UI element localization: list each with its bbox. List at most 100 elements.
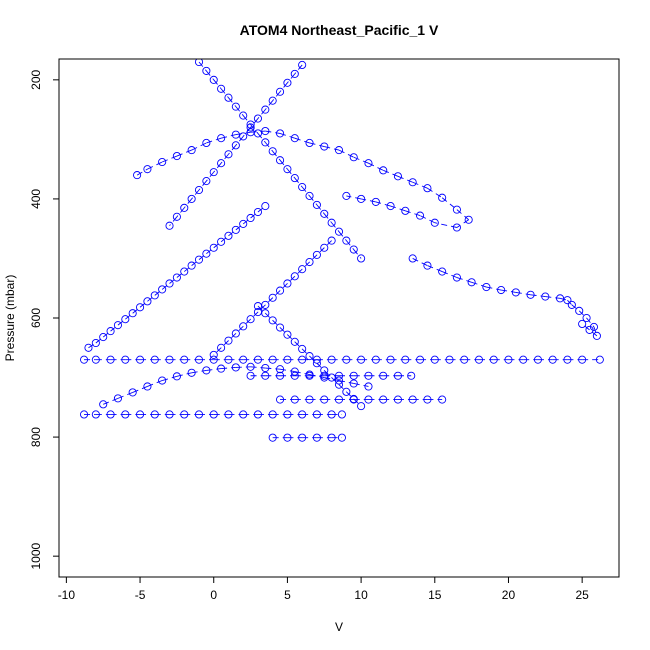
data-point <box>194 410 204 419</box>
data-point <box>283 410 292 419</box>
data-point <box>357 355 366 364</box>
profile-segment <box>338 149 354 158</box>
profile-segment <box>279 283 288 291</box>
profile-segment <box>309 195 318 206</box>
profile-segment <box>593 326 598 337</box>
data-point <box>150 410 159 419</box>
data-point <box>582 313 591 323</box>
profile-segment <box>257 133 266 143</box>
data-point <box>585 325 594 334</box>
y-tick-label: 600 <box>29 308 43 328</box>
data-point <box>136 303 145 312</box>
data-point <box>253 410 262 419</box>
data-point <box>283 78 292 87</box>
data-point <box>423 184 432 193</box>
profile-segment <box>581 323 590 331</box>
profile-segment <box>309 355 318 364</box>
data-point <box>121 355 130 364</box>
data-point <box>337 410 346 419</box>
data-point <box>187 368 196 377</box>
profile-segment <box>279 132 295 139</box>
data-point <box>253 307 262 317</box>
profile-segment <box>390 205 406 212</box>
profile-segment <box>191 259 200 266</box>
data-point <box>283 279 292 288</box>
data-point <box>556 294 565 303</box>
data-point <box>320 243 329 252</box>
profile-segment <box>383 169 399 177</box>
data-point <box>575 306 584 315</box>
data-point <box>268 293 277 302</box>
data-point <box>416 211 425 220</box>
data-point <box>217 343 226 352</box>
data-point <box>357 254 366 263</box>
data-point <box>371 355 380 364</box>
profile-segment <box>102 330 111 338</box>
data-point <box>283 433 292 442</box>
y-tick-label: 800 <box>29 427 43 447</box>
profile-segment <box>309 254 318 263</box>
data-point <box>578 355 587 364</box>
profile-segment <box>257 304 266 313</box>
data-point <box>91 355 100 364</box>
data-point <box>567 300 576 309</box>
data-point <box>320 142 329 151</box>
data-point <box>541 292 550 301</box>
data-point <box>445 355 454 364</box>
profile-segment <box>471 281 487 288</box>
data-point <box>408 254 417 263</box>
data-point <box>261 138 270 147</box>
profile-segment <box>353 398 362 407</box>
data-point <box>253 129 262 138</box>
data-point <box>312 359 321 368</box>
data-point <box>121 315 130 324</box>
profile-segment <box>183 265 192 272</box>
profile-segment <box>279 159 288 170</box>
profile-segment <box>346 240 355 250</box>
profile-segment <box>287 73 296 84</box>
data-point <box>231 225 240 234</box>
data-point <box>209 75 218 84</box>
profile-segment <box>176 372 192 377</box>
profile-segment <box>198 61 207 72</box>
data-point <box>224 336 233 345</box>
profile-segment <box>191 189 200 200</box>
data-point <box>246 123 255 132</box>
profile-segment <box>250 311 259 320</box>
profile-segment <box>287 334 296 343</box>
x-tick-label: -10 <box>58 588 76 602</box>
data-point <box>276 156 285 165</box>
profile-segment <box>265 297 273 306</box>
profile-segment <box>272 151 281 161</box>
profile-segment <box>586 317 595 328</box>
data-point <box>283 330 292 339</box>
profile-segment <box>578 310 587 319</box>
profile-segment <box>176 271 185 278</box>
data-point <box>349 153 358 162</box>
profile-segment <box>228 229 237 237</box>
data-point <box>408 178 417 187</box>
data-point <box>136 355 145 364</box>
profile-segment <box>323 213 332 224</box>
profile-segment <box>419 215 435 224</box>
data-point <box>337 433 346 442</box>
data-point <box>217 159 226 168</box>
data-point <box>342 191 351 200</box>
data-point <box>290 272 299 281</box>
data-point <box>239 410 248 419</box>
data-point <box>533 355 542 364</box>
profile-segment <box>161 283 170 290</box>
profile-segment <box>412 181 428 189</box>
profile-segment <box>176 207 185 218</box>
data-point <box>165 221 174 230</box>
data-point <box>349 371 358 380</box>
data-point <box>464 215 473 224</box>
data-point <box>253 207 262 217</box>
data-point <box>276 129 285 138</box>
profile-segment <box>117 318 126 326</box>
profile-segment <box>264 100 274 110</box>
data-point <box>150 291 159 300</box>
x-tick-label: 20 <box>502 588 516 602</box>
data-point <box>511 288 520 297</box>
profile-segment <box>257 305 266 314</box>
